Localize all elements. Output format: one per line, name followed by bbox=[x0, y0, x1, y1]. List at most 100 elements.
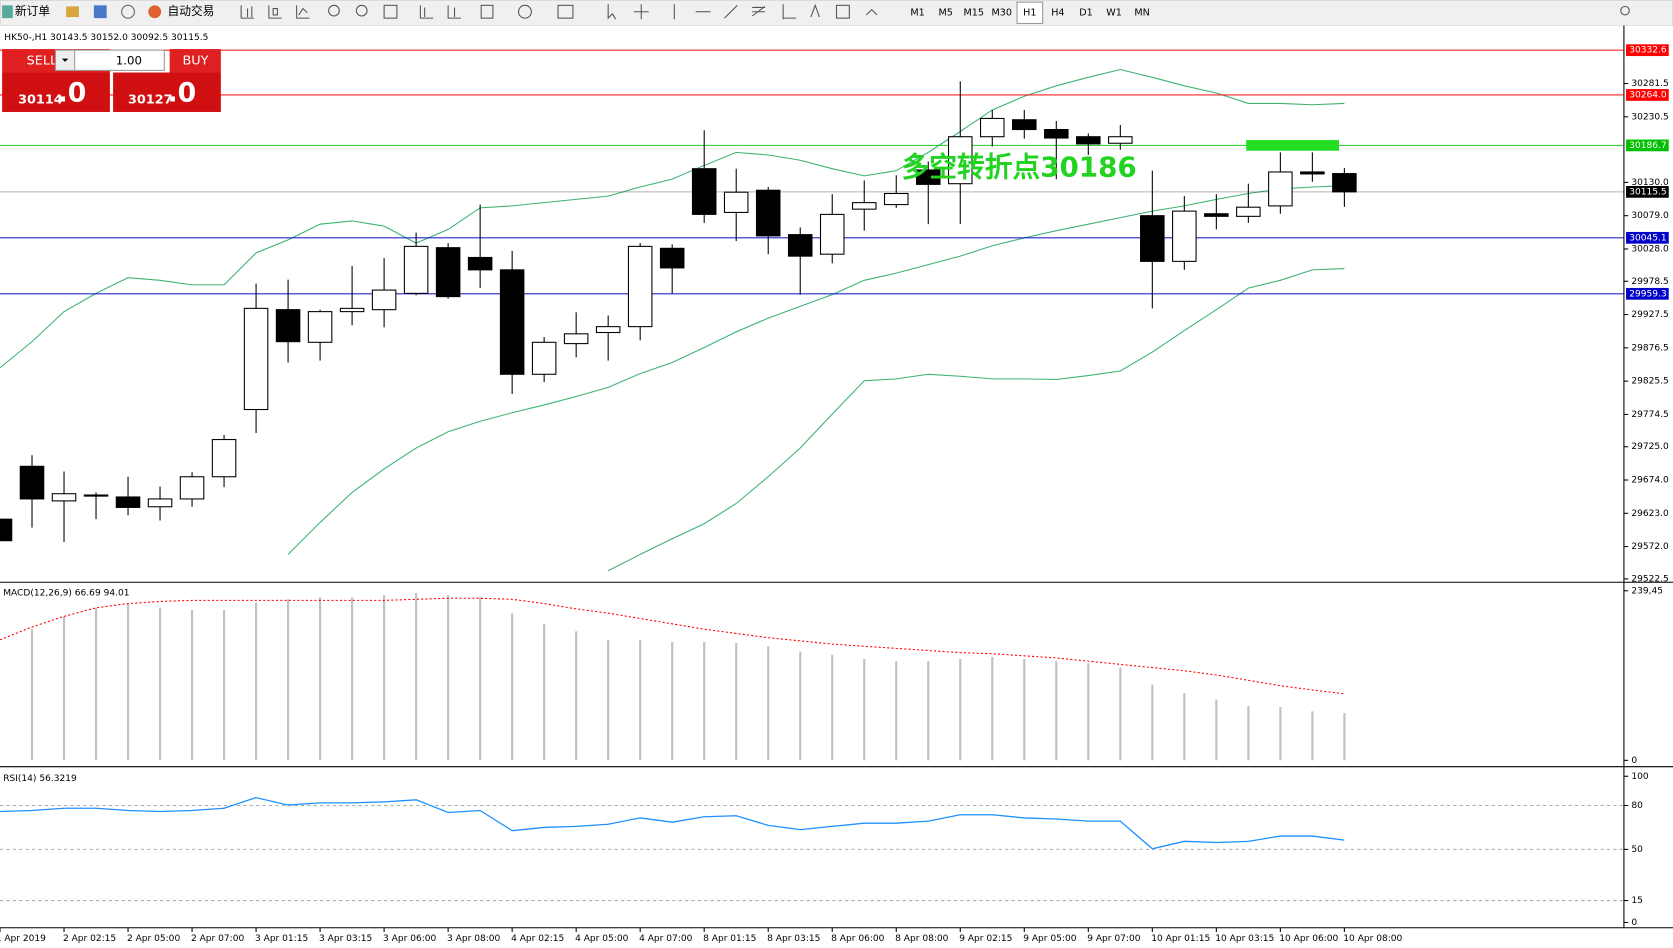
buy-button[interactable] bbox=[169, 49, 221, 73]
candle-body bbox=[19, 465, 45, 500]
lot-value[interactable]: 1.00 bbox=[116, 53, 142, 67]
icon[interactable] bbox=[480, 4, 494, 19]
timeframe-button[interactable]: H4 bbox=[1051, 7, 1064, 18]
macd-bar bbox=[479, 597, 482, 761]
sell-price[interactable]: 30114 bbox=[18, 93, 63, 108]
y-tick-label: 29978.5 bbox=[1631, 277, 1668, 287]
icon[interactable] bbox=[383, 4, 398, 19]
macd-bar bbox=[1311, 711, 1314, 761]
buy-price-frac[interactable]: .0 bbox=[168, 77, 197, 108]
macd-bar bbox=[991, 656, 994, 761]
x-tick-label: 3 Apr 03:15 bbox=[319, 934, 372, 944]
timeframe-button[interactable]: H1 bbox=[1023, 7, 1036, 18]
x-tick-label: 10 Apr 06:00 bbox=[1279, 934, 1338, 944]
y-tick-label: 0 bbox=[1631, 756, 1637, 766]
x-tick-label: 10 Apr 03:15 bbox=[1215, 934, 1274, 944]
candle-body bbox=[435, 247, 461, 298]
macd-bar bbox=[671, 641, 674, 761]
sell-price-frac[interactable]: .0 bbox=[58, 77, 87, 108]
macd-bar bbox=[1279, 707, 1282, 761]
icon[interactable] bbox=[148, 5, 162, 19]
macd-bar bbox=[1119, 667, 1122, 761]
y-tick-label: 239,45 bbox=[1631, 586, 1663, 596]
buy-label[interactable]: BUY bbox=[182, 53, 208, 68]
y-tick-label: 29522.5 bbox=[1631, 574, 1668, 584]
icon[interactable] bbox=[835, 4, 850, 19]
icon[interactable] bbox=[268, 5, 282, 19]
icon[interactable] bbox=[724, 4, 738, 19]
sell-label[interactable]: SELL bbox=[27, 53, 58, 68]
macd-bar bbox=[863, 659, 866, 761]
icon[interactable] bbox=[810, 3, 820, 18]
macd-label: MACD(12,26,9) 66.69 94.01 bbox=[3, 588, 129, 598]
candle-body bbox=[211, 439, 237, 478]
candle-body bbox=[115, 496, 141, 508]
macd-bar bbox=[1247, 705, 1250, 761]
icon[interactable] bbox=[865, 8, 878, 16]
icon[interactable] bbox=[447, 5, 461, 19]
timeframe-button[interactable]: M15 bbox=[963, 7, 983, 18]
rsi-panel bbox=[0, 796, 1624, 902]
icon[interactable] bbox=[751, 5, 766, 17]
y-tick-label: 30130.0 bbox=[1631, 178, 1669, 188]
buy-price-box[interactable] bbox=[113, 72, 221, 112]
search-icon[interactable] bbox=[1620, 5, 1630, 16]
icon[interactable] bbox=[328, 4, 340, 17]
timeframe-button[interactable]: M1 bbox=[910, 7, 924, 18]
candle-body bbox=[83, 494, 109, 497]
timeframe-button[interactable]: D1 bbox=[1079, 7, 1092, 18]
candle-body bbox=[691, 168, 717, 215]
sell-price-box[interactable] bbox=[2, 72, 110, 112]
candle-body bbox=[1108, 136, 1133, 144]
macd-bar bbox=[94, 607, 98, 761]
band-lower bbox=[607, 268, 1345, 572]
x-tick-label: 4 Apr 02:15 bbox=[511, 934, 564, 944]
dropdown-arrow bbox=[61, 58, 69, 62]
icon[interactable] bbox=[557, 4, 574, 19]
macd-bar bbox=[222, 610, 226, 761]
candle-body bbox=[339, 307, 365, 313]
candle-body bbox=[1204, 213, 1229, 217]
level-label: 30332.6 bbox=[1629, 46, 1667, 56]
macd-bar bbox=[319, 597, 322, 761]
x-tick-label: 3 Apr 08:00 bbox=[447, 934, 500, 944]
auto-trading-button[interactable]: 自动交易 bbox=[168, 4, 215, 18]
timeframe-button[interactable]: MN bbox=[1134, 7, 1149, 18]
icon[interactable] bbox=[355, 4, 368, 17]
buy-price[interactable]: 30127 bbox=[128, 93, 172, 108]
icon[interactable] bbox=[121, 4, 135, 19]
timeframe-button[interactable]: M5 bbox=[938, 7, 952, 18]
timeframe-button[interactable]: W1 bbox=[1106, 7, 1122, 18]
level-label: 30115.5 bbox=[1629, 187, 1666, 197]
macd-bar bbox=[255, 602, 258, 761]
level-label-box bbox=[1626, 186, 1669, 198]
new-order-button[interactable]: 新订单 bbox=[15, 4, 50, 18]
level-label: 30186.7 bbox=[1629, 141, 1666, 151]
x-tick-label: 9 Apr 07:00 bbox=[1087, 934, 1140, 944]
macd-bar bbox=[511, 613, 514, 761]
x-tick-label: 2 Apr 07:00 bbox=[191, 934, 244, 944]
icon[interactable] bbox=[93, 5, 107, 19]
candle-body bbox=[467, 256, 493, 271]
icon[interactable] bbox=[633, 4, 649, 20]
icon[interactable] bbox=[240, 5, 254, 19]
y-tick-label: 29674.0 bbox=[1631, 476, 1669, 486]
level-label-box bbox=[1626, 89, 1669, 101]
icon[interactable] bbox=[66, 6, 79, 18]
macd-bar bbox=[287, 599, 290, 761]
level-marker bbox=[1246, 140, 1340, 151]
x-tick-label: 4 Apr 07:00 bbox=[639, 934, 692, 944]
icon[interactable] bbox=[782, 4, 796, 20]
macd-bar bbox=[158, 607, 162, 761]
candle-body bbox=[947, 136, 973, 185]
icon[interactable] bbox=[607, 4, 617, 20]
price-panel bbox=[0, 49, 1624, 572]
icon[interactable] bbox=[419, 5, 434, 19]
icon[interactable] bbox=[296, 5, 310, 19]
macd-bar bbox=[959, 659, 962, 761]
timeframe-button[interactable]: M30 bbox=[992, 7, 1012, 18]
icon[interactable] bbox=[518, 4, 532, 19]
y-tick-label: 30281.5 bbox=[1631, 79, 1668, 89]
x-tick-label: 8 Apr 03:15 bbox=[767, 934, 820, 944]
